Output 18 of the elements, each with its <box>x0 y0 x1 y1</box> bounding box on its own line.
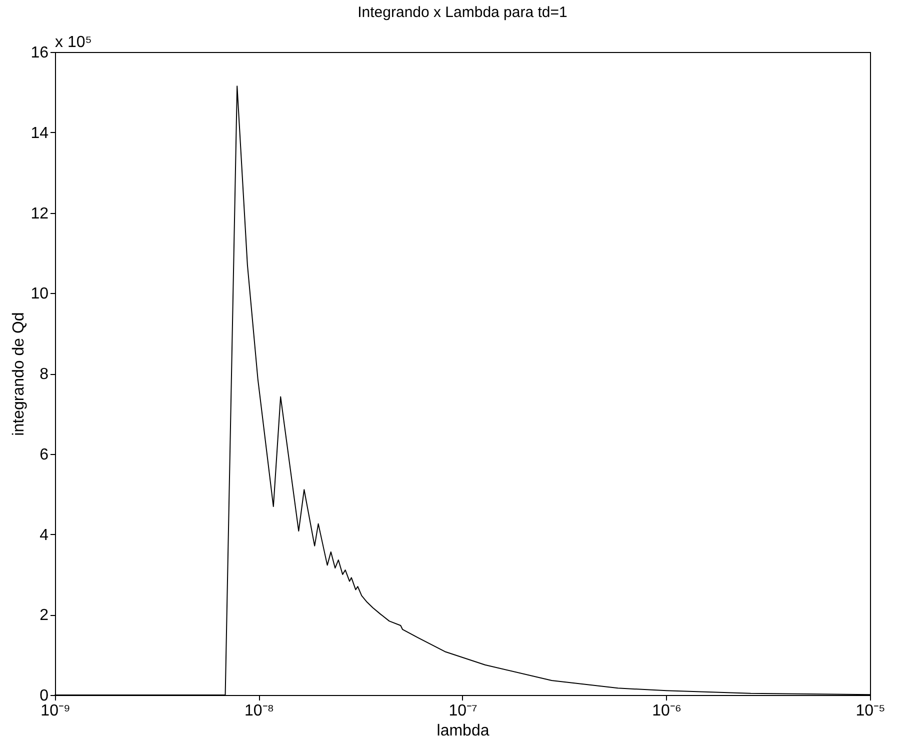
x-tick-label: 10⁻⁷ <box>448 702 478 720</box>
x-tick-label: 10⁻⁶ <box>652 702 682 720</box>
y-tick-label: 16 <box>30 44 49 62</box>
x-axis-title: lambda <box>436 722 490 740</box>
text: x 10⁵ <box>55 34 92 51</box>
x-tick-label: 10⁻⁹ <box>40 702 70 720</box>
y-axis-title: integrando de Qd <box>10 312 28 436</box>
y-tick-label: 10 <box>30 286 49 303</box>
chart-title: Integrando x Lambda para td=1 <box>358 4 568 21</box>
y-tick-label: 12 <box>30 205 49 222</box>
y-tick-label: 14 <box>30 124 49 142</box>
y-tick-label: 6 <box>40 446 49 464</box>
x-tick-label: 10⁻⁵ <box>856 702 886 720</box>
y-tick-label: 8 <box>40 366 49 383</box>
y-tick-label: 4 <box>40 526 49 544</box>
x-tick-label: 10⁻⁸ <box>244 702 274 720</box>
y-tick-label: 0 <box>40 688 49 704</box>
y-tick-label: 2 <box>40 607 49 624</box>
